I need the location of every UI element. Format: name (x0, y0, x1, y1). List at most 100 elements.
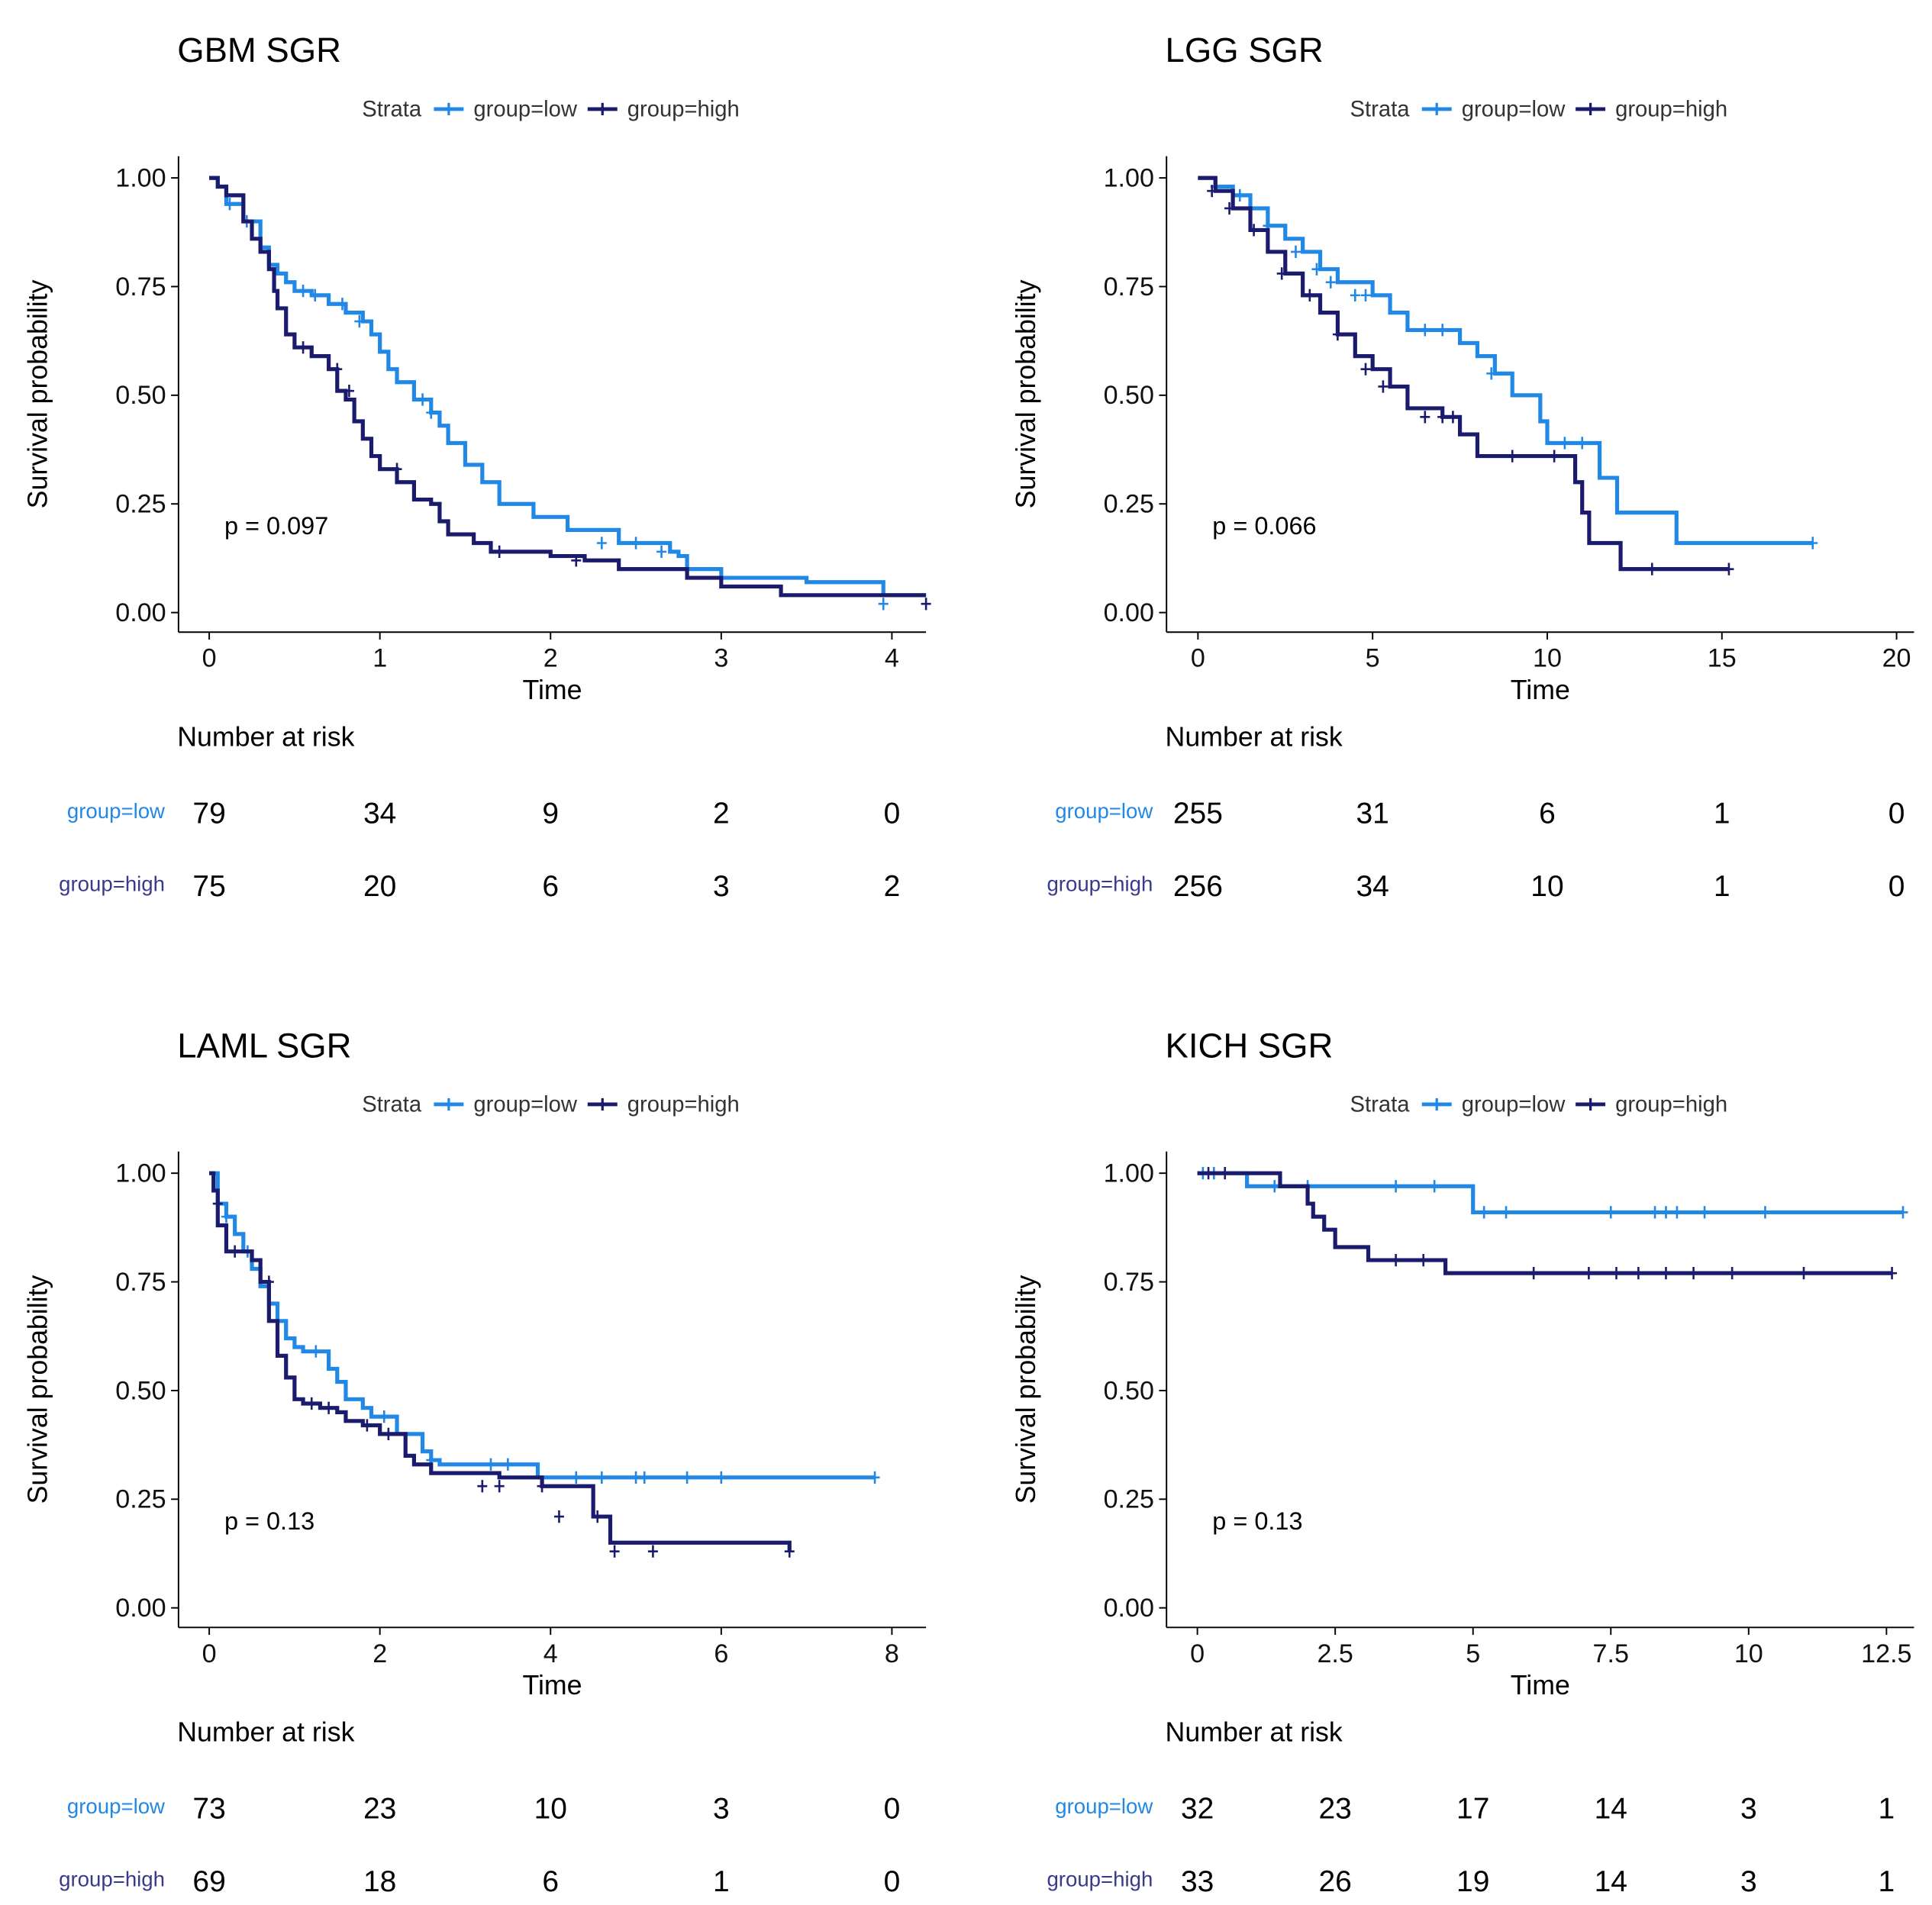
y-tick-label: 0.00 (115, 1594, 166, 1623)
survival-curve-high (1197, 1171, 1892, 1275)
censor-mark-high (1507, 450, 1518, 463)
x-axis-label: Time (1511, 1670, 1570, 1700)
censor-mark-low (485, 1458, 496, 1471)
censor-mark-low (1360, 288, 1371, 301)
x-tick-label: 10 (1533, 644, 1562, 673)
legend-label-low: group=low (1462, 98, 1566, 122)
risk-value-high: 256 (1173, 870, 1223, 903)
legend-title: Strata (1350, 1093, 1411, 1117)
risk-row-label-low: group=low (1055, 1794, 1153, 1818)
legend-label-high: group=high (1615, 1093, 1727, 1117)
legend-label-high: group=high (627, 98, 740, 122)
p-value: p = 0.13 (224, 1507, 314, 1535)
risk-value-low: 2 (713, 797, 730, 830)
censor-mark-low (596, 537, 607, 550)
risk-row-label-high: group=high (59, 872, 165, 896)
legend-label-low: group=low (1462, 1093, 1566, 1117)
censor-mark-low (1759, 1206, 1770, 1219)
censor-mark-high (1660, 1267, 1671, 1280)
censor-mark-low (1650, 1206, 1660, 1219)
risk-value-low: 79 (192, 797, 225, 830)
p-value: p = 0.13 (1212, 1507, 1302, 1535)
censor-mark-low (1269, 1180, 1280, 1193)
censor-mark-high (784, 1545, 795, 1558)
y-tick-label: 0.50 (1104, 381, 1154, 410)
y-tick-label: 0.00 (1104, 598, 1154, 627)
censor-mark-high (1727, 1267, 1737, 1280)
risk-value-high: 0 (884, 1865, 901, 1898)
x-tick-label: 0 (202, 1639, 217, 1668)
censor-mark-low (1420, 324, 1430, 337)
censor-mark-low (1559, 437, 1570, 450)
y-axis-label: Survival probability (1011, 1275, 1041, 1504)
risk-table-title: Number at risk (1166, 722, 1343, 753)
p-value: p = 0.097 (224, 512, 328, 540)
censor-mark-low (1699, 1206, 1710, 1219)
censor-mark-low (311, 1345, 321, 1358)
risk-row-label-low: group=low (67, 1794, 165, 1818)
risk-table-title: Number at risk (1166, 1717, 1343, 1748)
x-axis-label: Time (1511, 675, 1570, 705)
censor-mark-low (656, 545, 667, 558)
y-axis-label: Survival probability (23, 279, 53, 508)
censor-mark-high (1887, 1267, 1898, 1280)
y-tick-label: 0.25 (1104, 1485, 1154, 1514)
risk-value-high: 20 (363, 870, 396, 903)
censor-mark-low (682, 1471, 692, 1484)
x-tick-label: 10 (1734, 1639, 1763, 1668)
risk-value-high: 1 (713, 1865, 730, 1898)
y-tick-label: 0.50 (1104, 1376, 1154, 1405)
censor-mark-low (337, 298, 347, 311)
legend-label-low: group=low (473, 98, 578, 122)
censor-mark-low (639, 1471, 650, 1484)
censor-mark-low (1291, 245, 1301, 259)
survival-curve-high (209, 1171, 792, 1552)
censor-mark-low (1437, 324, 1448, 337)
censor-mark-low (224, 198, 235, 211)
p-value: p = 0.066 (1212, 512, 1316, 540)
chart-title: GBM SGR (177, 31, 341, 69)
risk-value-low: 255 (1173, 797, 1223, 830)
legend: Strata group=low group=high (1350, 1093, 1728, 1117)
censor-mark-high (571, 554, 582, 567)
risk-value-high: 34 (1356, 870, 1389, 903)
censor-mark-high (1305, 288, 1315, 301)
risk-value-low: 3 (713, 1792, 730, 1825)
censor-mark-low (298, 285, 308, 298)
censor-mark-low (1808, 537, 1818, 550)
censor-mark-high (1688, 1267, 1699, 1280)
risk-table-title: Number at risk (177, 1717, 354, 1748)
risk-value-high: 1 (1879, 1865, 1895, 1898)
censor-mark-high (298, 341, 308, 354)
legend: Strata group=low group=high (1350, 98, 1728, 122)
legend: Strata group=low group=high (362, 1093, 740, 1117)
risk-value-low: 23 (363, 1792, 396, 1825)
risk-value-high: 19 (1456, 1865, 1489, 1898)
legend: Strata group=low group=high (362, 98, 740, 122)
chart-panel-1: GBM SGR Strata group=low group=high 0.00 0.25… (23, 31, 931, 903)
censor-mark-low (310, 288, 321, 301)
survival-curve-low (1198, 176, 1813, 546)
censor-mark-low (1234, 189, 1245, 202)
risk-value-high: 14 (1595, 1865, 1627, 1898)
censor-mark-low (379, 1410, 389, 1423)
x-tick-label: 5 (1466, 1639, 1480, 1668)
censor-mark-high (1528, 1267, 1539, 1280)
survival-curve-high (209, 176, 927, 598)
censor-mark-high (1207, 185, 1218, 198)
x-tick-label: 6 (714, 1639, 728, 1668)
censor-mark-high (306, 1397, 317, 1410)
y-tick-label: 0.75 (115, 272, 166, 301)
censor-mark-low (631, 1471, 641, 1484)
risk-value-high: 69 (192, 1865, 225, 1898)
risk-value-high: 0 (1888, 870, 1905, 903)
x-tick-label: 0 (1190, 1639, 1205, 1668)
legend-title: Strata (362, 98, 422, 122)
risk-value-high: 26 (1318, 1865, 1351, 1898)
y-tick-label: 0.50 (115, 381, 166, 410)
survival-curve-low (209, 176, 927, 598)
x-tick-label: 2.5 (1317, 1639, 1353, 1668)
risk-value-high: 6 (542, 870, 559, 903)
censor-mark-high (332, 363, 343, 376)
survival-curve-high (1198, 176, 1729, 572)
